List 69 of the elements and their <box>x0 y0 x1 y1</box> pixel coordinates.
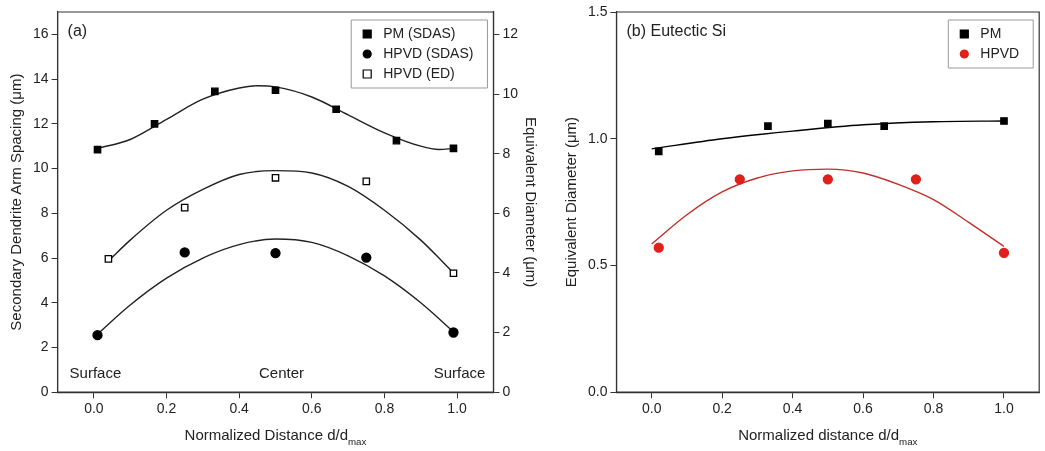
y2-tick-label: 6 <box>502 204 511 221</box>
point <box>448 327 459 338</box>
annotation: Surface <box>69 364 122 382</box>
point <box>211 87 219 96</box>
y-axis-title: Secondary Dendrite Arm Spacing (μm) <box>7 73 25 331</box>
point <box>653 242 664 253</box>
y2-axis-title: Equivalent Diameter (μm) <box>522 116 540 288</box>
legend-label: HPVD <box>980 44 1020 61</box>
point <box>824 119 832 128</box>
point <box>332 105 340 114</box>
y-tick-label: 0.0 <box>587 383 608 400</box>
x-tick-label: 0.6 <box>853 400 873 417</box>
point <box>654 147 663 156</box>
y-tick-label: 4 <box>40 293 49 310</box>
y2-tick-label: 4 <box>502 263 511 280</box>
point <box>361 252 372 263</box>
y2-tick-label: 8 <box>502 144 511 161</box>
point <box>104 255 113 263</box>
x-tick-label: 0.4 <box>782 400 803 417</box>
point <box>880 122 889 130</box>
x-tick-label: 0.8 <box>923 400 944 417</box>
annotation: Center <box>258 364 305 382</box>
point <box>150 119 159 128</box>
y-tick-label: 14 <box>32 69 49 86</box>
x-tick-label: 0.0 <box>641 400 662 417</box>
y-tick-label: 6 <box>40 248 49 265</box>
x-tick-label: 0.2 <box>712 400 733 417</box>
y-axis-title: Equivalent Diameter (μm) <box>562 116 580 288</box>
point <box>822 174 833 185</box>
point <box>734 174 745 185</box>
x-tick-label: 0.8 <box>374 400 395 417</box>
point <box>180 203 189 212</box>
x-tick-label: 0.4 <box>229 400 250 417</box>
point <box>910 174 922 185</box>
y-tick-label: 1.0 <box>587 129 608 146</box>
text: (a) <box>67 22 88 39</box>
text: (b) Eutectic Si <box>626 22 727 39</box>
point <box>271 173 280 182</box>
point <box>92 330 103 341</box>
point <box>998 247 1010 258</box>
y-tick-label: 1.5 <box>587 2 608 19</box>
point <box>179 247 190 258</box>
y-tick-label: 16 <box>32 25 49 42</box>
y-tick-label: 10 <box>32 159 49 176</box>
y2-tick-label: 0 <box>502 383 511 400</box>
point <box>362 177 371 186</box>
x-tick-label: 1.0 <box>994 400 1014 417</box>
point <box>764 122 772 130</box>
y-tick-label: 0 <box>40 383 49 400</box>
x-tick-label: 0.2 <box>156 400 177 417</box>
y-tick-label: 0.5 <box>587 256 608 273</box>
x-tick-label: 0.0 <box>84 400 104 417</box>
y2-tick-label: 10 <box>502 84 519 101</box>
point <box>271 86 280 95</box>
x-tick-label: 1.0 <box>447 400 468 417</box>
y-tick-label: 8 <box>40 204 49 221</box>
y-tick-label: 2 <box>40 338 49 355</box>
legend-label: PM <box>980 24 1002 41</box>
y2-tick-label: 12 <box>502 25 519 42</box>
legend-label: HPVD (ED) <box>383 64 455 81</box>
point <box>270 247 281 259</box>
x-tick-label: 0.6 <box>302 400 322 417</box>
y-tick-label: 12 <box>32 114 49 131</box>
point <box>1000 117 1008 125</box>
point <box>449 269 458 278</box>
legend-label: PM (SDAS) <box>383 24 456 41</box>
legend-label: HPVD (SDAS) <box>383 44 474 61</box>
y2-tick-label: 2 <box>502 323 511 340</box>
annotation: Surface <box>433 364 486 382</box>
